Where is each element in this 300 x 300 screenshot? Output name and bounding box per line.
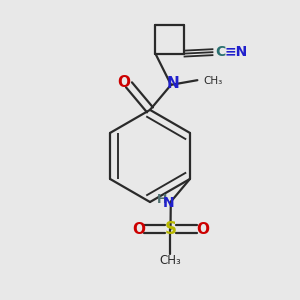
Text: ≡N: ≡N: [225, 45, 248, 59]
Text: CH₃: CH₃: [203, 76, 223, 86]
Text: H: H: [157, 194, 168, 206]
Text: C: C: [215, 45, 225, 59]
Text: S: S: [164, 220, 176, 238]
Text: N: N: [163, 196, 174, 210]
Text: CH₃: CH₃: [160, 254, 182, 267]
Text: O: O: [196, 222, 209, 237]
Text: O: O: [132, 222, 145, 237]
Text: O: O: [117, 75, 130, 90]
Text: N: N: [166, 76, 179, 91]
